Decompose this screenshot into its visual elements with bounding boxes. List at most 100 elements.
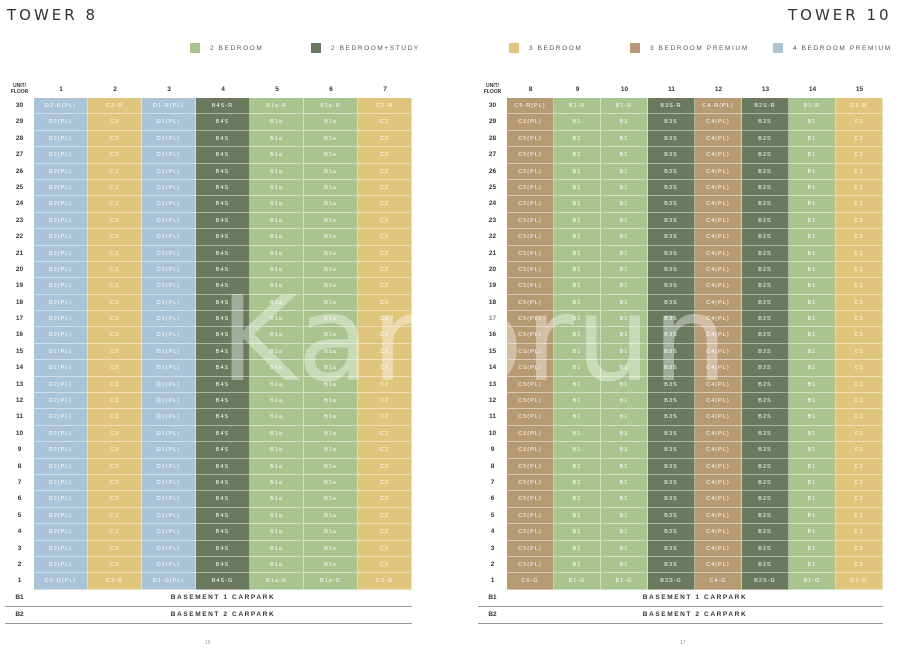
- unit-cell: D1(PL): [142, 360, 196, 377]
- basement-text: BASEMENT 2 CARPARK: [170, 610, 276, 618]
- unit-cell: B3S: [648, 278, 695, 295]
- unit-cell: B1: [601, 507, 648, 525]
- unit-cell: B1a: [304, 163, 358, 180]
- unit-cell: B1: [601, 229, 648, 246]
- unit-cell: D2(PL): [34, 261, 88, 279]
- unit-cell: B4S-G: [196, 573, 250, 590]
- unit-cell: B1a: [304, 147, 358, 164]
- unit-cell: B2S: [742, 196, 789, 213]
- unit-cell: B1: [789, 212, 836, 230]
- unit-cell: C5(PL): [507, 130, 554, 148]
- floor-row: 10 C5(PL) B1 B1 B3S C4(PL) B2S B1 C1: [478, 425, 883, 443]
- unit-cell: B1: [601, 311, 648, 328]
- unit-cell: B1: [601, 245, 648, 262]
- unit-cell: D2(PL): [34, 376, 88, 394]
- floor-row: 7 D2(PL) C3 D1(PL) B4S B1a B1a C2: [5, 474, 412, 492]
- floor-row: 18 D2(PL) C3 D1(PL) B4S B1a B1a C2: [5, 294, 412, 312]
- unit-cell: B1: [601, 540, 648, 557]
- floor-row: 14 C5(PL) B1 B1 B3S C4(PL) B2S B1 C1: [478, 360, 883, 377]
- floor-row: 17 D2(PL) C3 D1(PL) B4S B1a B1a C2: [5, 311, 412, 328]
- floor-row: 23 D2(PL) C3 D1(PL) B4S B1a B1a C2: [5, 212, 412, 230]
- unit-cell: B2S: [742, 524, 789, 541]
- floor-row: 7 C5(PL) B1 B1 B3S C4(PL) B2S B1 C1: [478, 474, 883, 492]
- unit-cell: B2S: [742, 311, 789, 328]
- legend-swatch: [509, 43, 519, 53]
- unit-cell: D2(PL): [34, 196, 88, 213]
- floor-label: 21: [15, 249, 24, 257]
- unit-cell: B1: [601, 360, 648, 377]
- unit-cell: B1a: [304, 245, 358, 262]
- unit-cell: C2: [358, 409, 412, 426]
- unit-header-row: UNIT/ FLOOR 8 9 10 11 12 13 14 15: [478, 80, 883, 98]
- basement-label: B2: [15, 610, 24, 618]
- unit-cell: B2S: [742, 393, 789, 410]
- unit-cell: C2: [358, 376, 412, 394]
- unit-cell: B1: [789, 179, 836, 197]
- legend-swatch: [630, 43, 640, 53]
- unit-cell: C1-R: [836, 98, 883, 115]
- unit-cell: B1: [554, 524, 601, 541]
- unit-cell: C1: [836, 507, 883, 525]
- unit-cell: B4S: [196, 261, 250, 279]
- unit-cell: C5(PL): [507, 261, 554, 279]
- unit-cell: B2S: [742, 409, 789, 426]
- unit-cell: B4S: [196, 343, 250, 361]
- floor-label: 4: [490, 528, 495, 536]
- unit-cell: B1a-G: [304, 573, 358, 590]
- floor-label: 11: [489, 413, 496, 421]
- floor-label: 9: [490, 446, 495, 454]
- unit-cell: D1(PL): [142, 179, 196, 197]
- unit-cell: B1: [789, 261, 836, 279]
- unit-cell: D1(PL): [142, 409, 196, 426]
- unit-cell: B1: [554, 376, 601, 394]
- basement-row: B1 BASEMENT 1 CARPARK: [478, 590, 883, 607]
- unit-cell: B4S-R: [196, 98, 250, 115]
- unit-cell: C5(PL): [507, 196, 554, 213]
- unit-cell: D2(PL): [34, 458, 88, 475]
- unit-cell: C5(PL): [507, 245, 554, 262]
- floor-row: 21 D2(PL) C3 D1(PL) B4S B1a B1a C2: [5, 245, 412, 262]
- unit-cell: C3: [88, 343, 142, 361]
- unit-cell: B3S: [648, 114, 695, 131]
- unit-cell: C5(PL): [507, 474, 554, 492]
- unit-cell: C5(PL): [507, 212, 554, 230]
- unit-cell: B1: [601, 179, 648, 197]
- floor-label: 13: [15, 380, 24, 388]
- unit-cell: B3S-R: [648, 98, 695, 115]
- unit-cell: B1: [601, 147, 648, 164]
- unit-cell: B1a: [304, 458, 358, 475]
- unit-cell: B1a: [250, 327, 304, 344]
- unit-cell: B1a: [304, 311, 358, 328]
- unit-cell: B1a: [304, 114, 358, 131]
- floor-label: 27: [488, 151, 497, 159]
- unit-cell: C3: [88, 458, 142, 475]
- basement-text: BASEMENT 2 CARPARK: [642, 610, 748, 618]
- unit-cell: D1(PL): [142, 442, 196, 459]
- unit-cell: C5(PL): [507, 294, 554, 312]
- unit-cell: B1a-G: [250, 573, 304, 590]
- unit-cell: B4S: [196, 278, 250, 295]
- legend-label: 4 BEDROOM PREMIUM: [793, 44, 892, 52]
- unit-cell: B1: [601, 442, 648, 459]
- unit-cell: B1: [789, 196, 836, 213]
- unit-cell: B2S: [742, 425, 789, 443]
- unit-cell: B3S: [648, 212, 695, 230]
- unit-cell: B3S: [648, 507, 695, 525]
- floor-row: 4 D2(PL) C3 D1(PL) B4S B1a B1a C2: [5, 524, 412, 541]
- unit-cell: B1a: [250, 393, 304, 410]
- floor-label: 30: [15, 102, 24, 109]
- unit-cell: C2: [358, 147, 412, 164]
- unit-cell: C1: [836, 294, 883, 312]
- basement-label: B1: [15, 593, 24, 601]
- unit-cell: D1(PL): [142, 474, 196, 492]
- unit-cell: C1: [836, 311, 883, 328]
- unit-cell: C3: [88, 425, 142, 443]
- unit-cell: C3: [88, 163, 142, 180]
- unit-cell: B2S: [742, 491, 789, 508]
- unit-cell: C2: [358, 524, 412, 541]
- unit-cell: B3S: [648, 327, 695, 344]
- floor-label: 17: [488, 315, 497, 323]
- unit-cell: B4S: [196, 130, 250, 148]
- unit-cell: B1: [554, 360, 601, 377]
- unit-cell: C2: [358, 327, 412, 344]
